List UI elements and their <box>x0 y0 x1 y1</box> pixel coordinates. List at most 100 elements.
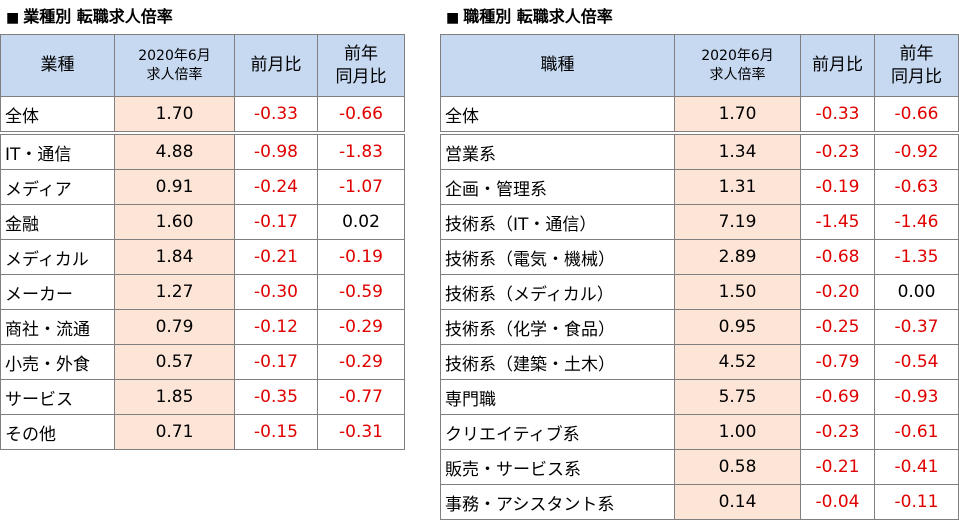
industry-rate-cell: 1.84 <box>114 239 235 275</box>
occupation-yoy-cell: 0.00 <box>874 274 959 310</box>
industry-yoy-cell: -0.19 <box>317 239 405 275</box>
industry-rate-cell: 4.88 <box>114 132 235 170</box>
industry-yoy-cell: -0.29 <box>317 344 405 380</box>
industry-rate-cell: 0.71 <box>114 414 235 450</box>
industry-yoy-cell: -0.77 <box>317 379 405 415</box>
occupation-rate-cell: 0.58 <box>674 449 801 485</box>
occupation-table-title: ■ 職種別 転職求人倍率 <box>440 0 959 34</box>
industry-yoy-cell: -0.31 <box>317 414 405 450</box>
occupation-rate-cell: 1.31 <box>674 169 801 205</box>
industry-mom-cell: -0.33 <box>234 96 318 135</box>
occupation-table-row: 技術系（電気・機械） 2.89 -0.68 -1.35 <box>440 239 959 275</box>
industry-name-cell: メーカー <box>0 274 115 310</box>
occupation-yoy-cell: -1.46 <box>874 204 959 240</box>
square-bullet-icon: ■ <box>446 10 460 26</box>
occupation-rate-cell: 2.89 <box>674 239 801 275</box>
industry-mom-cell: -0.35 <box>234 379 318 415</box>
industry-header-yoy: 前年 同月比 <box>317 34 405 97</box>
occupation-table-row: 技術系（IT・通信） 7.19 -1.45 -1.46 <box>440 204 959 240</box>
occupation-name-cell: 全体 <box>440 96 675 135</box>
occupation-table-row: 販売・サービス系 0.58 -0.21 -0.41 <box>440 449 959 485</box>
industry-table: 業種 2020年6月 求人倍率 前月比 前年 同月比 全体 1.70 -0.33 -0.6… <box>0 34 405 450</box>
occupation-mom-cell: -0.33 <box>800 96 875 135</box>
occupation-yoy-cell: -0.63 <box>874 169 959 205</box>
industry-name-cell: メディカル <box>0 239 115 275</box>
industry-panel: ■ 業種別 転職求人倍率 業種 2020年6月 求人倍率 前月比 前年 同月比 全体 1… <box>0 0 405 450</box>
industry-name-cell: メディア <box>0 169 115 205</box>
occupation-table-row: 営業系 1.34 -0.23 -0.92 <box>440 132 959 170</box>
occupation-yoy-cell: -0.93 <box>874 379 959 415</box>
industry-rate-cell: 0.57 <box>114 344 235 380</box>
industry-table-row: メーカー 1.27 -0.30 -0.59 <box>0 274 405 310</box>
industry-table-row: 金融 1.60 -0.17 0.02 <box>0 204 405 240</box>
occupation-table-row: 専門職 5.75 -0.69 -0.93 <box>440 379 959 415</box>
occupation-table-row: クリエイティブ系 1.00 -0.23 -0.61 <box>440 414 959 450</box>
occupation-rate-cell: 1.00 <box>674 414 801 450</box>
occupation-name-cell: 営業系 <box>440 132 675 170</box>
occupation-rate-cell: 7.19 <box>674 204 801 240</box>
occupation-name-cell: 技術系（メディカル） <box>440 274 675 310</box>
occupation-mom-cell: -0.68 <box>800 239 875 275</box>
industry-table-row: サービス 1.85 -0.35 -0.77 <box>0 379 405 415</box>
occupation-mom-cell: -0.79 <box>800 344 875 380</box>
industry-table-row: 全体 1.70 -0.33 -0.66 <box>0 96 405 135</box>
occupation-header-name: 職種 <box>440 34 675 97</box>
occupation-mom-cell: -0.04 <box>800 484 875 520</box>
occupation-name-cell: 事務・アシスタント系 <box>440 484 675 520</box>
industry-mom-cell: -0.98 <box>234 132 318 170</box>
industry-table-title: ■ 業種別 転職求人倍率 <box>0 0 404 34</box>
occupation-mom-cell: -0.69 <box>800 379 875 415</box>
industry-mom-cell: -0.30 <box>234 274 318 310</box>
industry-rate-cell: 0.79 <box>114 309 235 345</box>
occupation-yoy-cell: -0.61 <box>874 414 959 450</box>
industry-name-cell: 金融 <box>0 204 115 240</box>
occupation-name-cell: 技術系（化学・食品） <box>440 309 675 345</box>
industry-table-row: IT・通信 4.88 -0.98 -1.83 <box>0 132 405 170</box>
occupation-rate-cell: 1.50 <box>674 274 801 310</box>
industry-name-cell: 小売・外食 <box>0 344 115 380</box>
industry-table-row: 小売・外食 0.57 -0.17 -0.29 <box>0 344 405 380</box>
occupation-yoy-cell: -0.11 <box>874 484 959 520</box>
occupation-header-yoy: 前年 同月比 <box>874 34 959 97</box>
occupation-header-mom: 前月比 <box>800 34 875 97</box>
occupation-yoy-cell: -0.37 <box>874 309 959 345</box>
industry-name-cell: その他 <box>0 414 115 450</box>
occupation-table-row: 技術系（メディカル） 1.50 -0.20 0.00 <box>440 274 959 310</box>
industry-mom-cell: -0.21 <box>234 239 318 275</box>
occupation-name-cell: 販売・サービス系 <box>440 449 675 485</box>
occupation-table-row: 企画・管理系 1.31 -0.19 -0.63 <box>440 169 959 205</box>
occupation-panel: ■ 職種別 転職求人倍率 職種 2020年6月 求人倍率 前月比 前年 同月比 全体 1… <box>440 0 959 520</box>
occupation-header-row: 職種 2020年6月 求人倍率 前月比 前年 同月比 <box>440 34 959 97</box>
industry-header-name: 業種 <box>0 34 115 97</box>
industry-yoy-cell: 0.02 <box>317 204 405 240</box>
industry-header-row: 業種 2020年6月 求人倍率 前月比 前年 同月比 <box>0 34 405 97</box>
occupation-mom-cell: -0.20 <box>800 274 875 310</box>
occupation-name-cell: 専門職 <box>440 379 675 415</box>
occupation-rate-cell: 1.70 <box>674 96 801 135</box>
industry-name-cell: 全体 <box>0 96 115 135</box>
occupation-mom-cell: -1.45 <box>800 204 875 240</box>
occupation-mom-cell: -0.19 <box>800 169 875 205</box>
industry-name-cell: サービス <box>0 379 115 415</box>
industry-name-cell: IT・通信 <box>0 132 115 170</box>
industry-mom-cell: -0.17 <box>234 344 318 380</box>
occupation-name-cell: 技術系（IT・通信） <box>440 204 675 240</box>
occupation-rate-cell: 0.14 <box>674 484 801 520</box>
occupation-rate-cell: 4.52 <box>674 344 801 380</box>
occupation-table-row: 技術系（建築・土木） 4.52 -0.79 -0.54 <box>440 344 959 380</box>
industry-mom-cell: -0.12 <box>234 309 318 345</box>
industry-table-row: メディア 0.91 -0.24 -1.07 <box>0 169 405 205</box>
industry-mom-cell: -0.24 <box>234 169 318 205</box>
occupation-table: 職種 2020年6月 求人倍率 前月比 前年 同月比 全体 1.70 -0.33 -0.6… <box>440 34 959 520</box>
occupation-rate-cell: 1.34 <box>674 132 801 170</box>
industry-rate-cell: 1.85 <box>114 379 235 415</box>
industry-yoy-cell: -1.83 <box>317 132 405 170</box>
occupation-name-cell: 企画・管理系 <box>440 169 675 205</box>
occupation-mom-cell: -0.23 <box>800 414 875 450</box>
industry-yoy-cell: -0.29 <box>317 309 405 345</box>
industry-title-text: 業種別 転職求人倍率 <box>23 7 173 26</box>
industry-rate-cell: 1.27 <box>114 274 235 310</box>
occupation-mom-cell: -0.25 <box>800 309 875 345</box>
occupation-title-text: 職種別 転職求人倍率 <box>463 7 613 26</box>
industry-yoy-cell: -0.59 <box>317 274 405 310</box>
